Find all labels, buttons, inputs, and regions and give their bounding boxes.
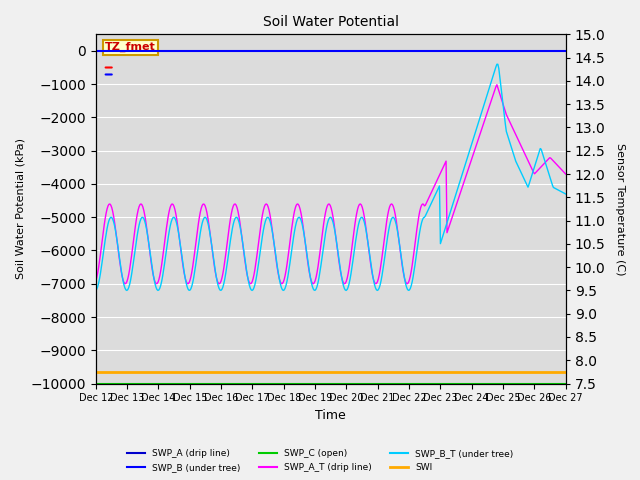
Y-axis label: Sensor Temperature (C): Sensor Temperature (C): [615, 143, 625, 275]
SWP_B (under tree): [92, 48, 100, 54]
SWI: [562, 369, 570, 375]
Legend: SWP_A (drip line), SWP_B (under tree), SWP_C (open), SWP_A_T (drip line), SWP_B_: SWP_A (drip line), SWP_B (under tree), S…: [124, 446, 516, 476]
SWP_A_T (drip line): [347, 252, 355, 258]
SWP_C (open): [346, 381, 354, 386]
SWP_B (under tree): [372, 48, 380, 54]
SWP_B_T (under tree): [346, 276, 354, 282]
SWP_B_T (under tree): [374, 288, 381, 293]
SWP_A_T (drip line): [310, 281, 317, 287]
SWP_C (open): [372, 381, 380, 386]
SWP_C (open): [550, 381, 558, 386]
SWP_B (under tree): [315, 48, 323, 54]
SWP_A_T (drip line): [562, 171, 570, 177]
Title: Soil Water Potential: Soil Water Potential: [262, 15, 399, 29]
SWP_A_T (drip line): [552, 161, 560, 167]
SWP_A_T (drip line): [92, 278, 100, 284]
Text: TZ_fmet: TZ_fmet: [105, 42, 156, 52]
SWP_B_T (under tree): [478, 109, 486, 115]
SWI: [92, 369, 100, 375]
SWP_A_T (drip line): [316, 250, 324, 256]
SWP_C (open): [562, 381, 570, 386]
SWP_B_T (under tree): [372, 285, 380, 291]
Line: SWP_A_T (drip line): SWP_A_T (drip line): [96, 85, 566, 284]
SWP_B_T (under tree): [92, 288, 100, 293]
SWI: [477, 369, 484, 375]
SWP_C (open): [318, 381, 326, 386]
SWP_B (under tree): [550, 48, 558, 54]
Line: SWP_B_T (under tree): SWP_B_T (under tree): [96, 64, 566, 290]
SWP_A_T (drip line): [372, 281, 380, 287]
SWP_C (open): [92, 381, 100, 386]
SWP_B_T (under tree): [318, 256, 326, 262]
SWI: [550, 369, 558, 375]
SWP_B (under tree): [562, 48, 570, 54]
SWI: [346, 369, 354, 375]
X-axis label: Time: Time: [316, 409, 346, 422]
SWP_C (open): [315, 381, 323, 386]
SWP_B_T (under tree): [315, 275, 323, 281]
SWP_A_T (drip line): [478, 126, 486, 132]
Y-axis label: Soil Water Potential (kPa): Soil Water Potential (kPa): [15, 138, 25, 279]
SWP_C (open): [477, 381, 484, 386]
SWP_A_T (drip line): [493, 82, 500, 88]
SWP_B (under tree): [318, 48, 326, 54]
SWI: [318, 369, 326, 375]
SWP_B_T (under tree): [493, 61, 500, 67]
SWI: [372, 369, 380, 375]
SWP_B_T (under tree): [562, 191, 570, 197]
SWP_A_T (drip line): [319, 228, 326, 234]
SWI: [315, 369, 323, 375]
SWP_B (under tree): [477, 48, 484, 54]
SWP_B (under tree): [346, 48, 354, 54]
SWP_B_T (under tree): [552, 186, 560, 192]
